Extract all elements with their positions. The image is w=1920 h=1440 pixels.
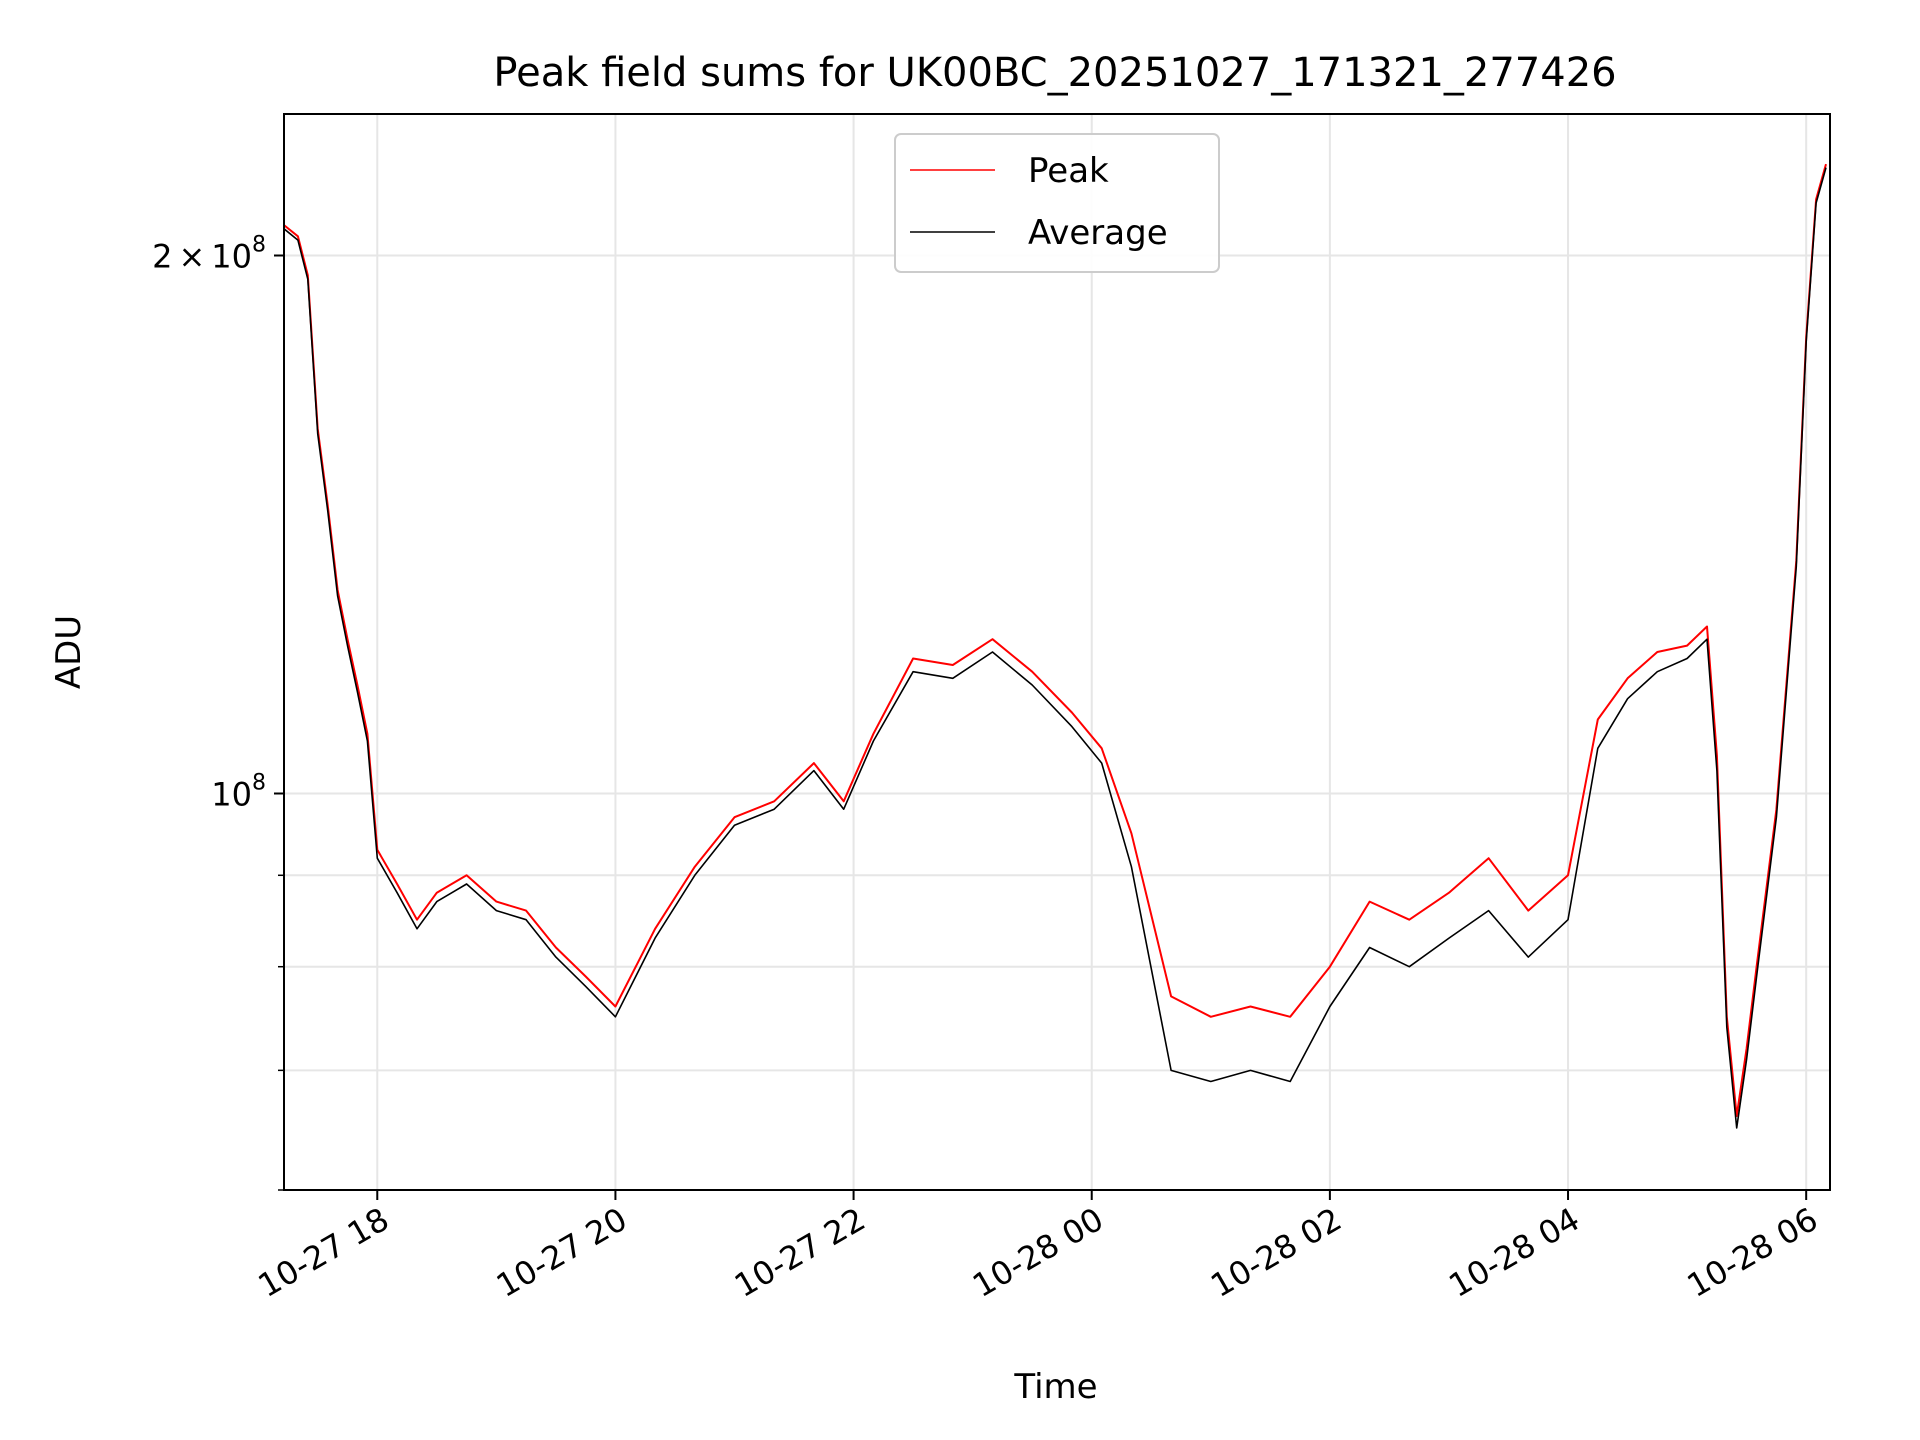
chart-title: Peak field sums for UK00BC_20251027_1713… <box>493 50 1616 96</box>
y-tick-exponent: 8 <box>252 771 266 796</box>
series-line-average <box>284 167 1827 1129</box>
plot-frame <box>283 113 1831 1191</box>
y-tick-times: × <box>178 238 205 276</box>
y-tick-base: 10 <box>211 238 252 276</box>
y-tick-base: 10 <box>211 776 252 814</box>
y-tick-mantissa: 2 <box>152 238 172 276</box>
y-tick-label: 2 × 108 <box>152 233 266 276</box>
legend: Peak Average <box>894 133 1220 273</box>
legend-label-average: Average <box>1028 213 1168 253</box>
legend-box <box>894 133 1220 273</box>
x-axis-label: Time <box>1013 1367 1097 1407</box>
legend-label-peak: Peak <box>1028 151 1109 191</box>
y-tick-label: 108 <box>211 771 266 814</box>
y-axis-label: ADU <box>49 615 89 689</box>
y-tick-exponent: 8 <box>252 233 266 258</box>
series-line-peak <box>284 163 1827 1117</box>
series-lines <box>284 163 1827 1129</box>
